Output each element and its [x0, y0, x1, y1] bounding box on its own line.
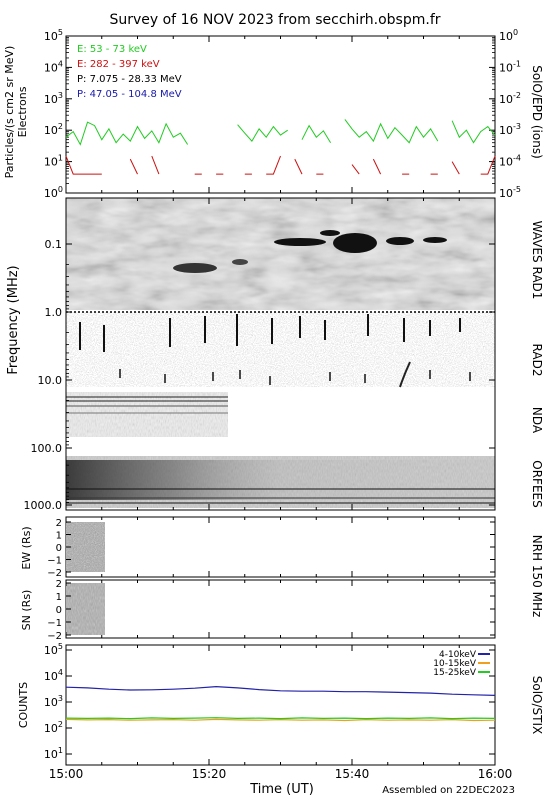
- time-axis-label: Time (UT): [249, 782, 314, 797]
- instrument-label-orfees: ORFEES: [530, 460, 544, 507]
- rad2-drift-burst: [399, 361, 411, 388]
- nrh-tick-label: 0: [56, 605, 62, 616]
- epd-ylabel-line1: Particles/(s cm2 sr MeV): [3, 46, 16, 179]
- rad1-burst: [173, 230, 447, 273]
- nrh-sn-texture: [66, 583, 105, 635]
- time-tick-label: 15:00: [49, 767, 84, 781]
- stix-series-line: [65, 685, 496, 696]
- epd-left-tick-label: 104: [44, 59, 63, 74]
- stix-legend-label: 10-15keV: [433, 659, 477, 669]
- epd-right-tick-label: 10-1: [499, 59, 521, 74]
- epd-legend-entry: P: 47.05 - 104.8 MeV: [77, 89, 182, 100]
- epd-right-tick-label: 10-4: [499, 154, 521, 169]
- rad1-texture: [66, 198, 495, 310]
- epd-left-tick-label: 102: [44, 122, 63, 137]
- epd-series: [65, 119, 496, 175]
- epd-right-ticks: 10-5 10-4 10-3 10-2 10-1 100: [489, 28, 521, 200]
- epd-series-line: [65, 155, 496, 175]
- nrh-tick-label: 1: [56, 531, 62, 542]
- nrh-tick-label: −2: [47, 568, 62, 579]
- epd-legend: E: 53 - 73 keV E: 282 - 397 keV P: 7.075 -…: [77, 44, 182, 100]
- nrh-tick-label: −1: [47, 556, 62, 567]
- radio-tick-label: 1.0: [45, 306, 63, 319]
- epd-frame: [65, 35, 496, 194]
- radio-freq-ticks: 0.1 1.0 10.0 100.0 1000.0: [24, 238, 495, 512]
- radio-tick-label: 100.0: [31, 442, 63, 455]
- nda-texture: [66, 392, 228, 437]
- epd-right-tick-label: 10-2: [499, 91, 521, 106]
- time-tick-label: 16:00: [478, 767, 513, 781]
- epd-series-line: [65, 119, 496, 146]
- epd-right-tick-label: 10-3: [499, 122, 521, 137]
- stix-series: [65, 685, 496, 722]
- epd-legend-entry: E: 282 - 397 keV: [77, 59, 160, 70]
- nrh-sn-label: SN (Rs): [20, 590, 33, 631]
- stix-legend-label: 4-10keV: [439, 650, 477, 660]
- nrh-right-label: NRH 150 MHz: [530, 535, 544, 618]
- nrh-tick-label: −1: [47, 618, 62, 629]
- stix-legend-label: 15-25keV: [433, 668, 477, 678]
- instrument-label-rad1: WAVES RAD1: [530, 221, 544, 300]
- epd-left-tick-label: 103: [44, 91, 63, 106]
- time-tick-label: 15:20: [192, 767, 227, 781]
- orfees-bands: [66, 488, 495, 504]
- stix-tick-label: 103: [44, 694, 63, 709]
- nrh-ew-label: EW (Rs): [20, 526, 33, 569]
- radio-tick-label: 10.0: [38, 374, 63, 387]
- instrument-label-nda: NDA: [530, 407, 544, 434]
- epd-left-tick-label: 101: [44, 154, 63, 169]
- stix-tick-label: 102: [44, 720, 63, 735]
- rad2-burst-lines: [79, 314, 471, 385]
- epd-left-tick-label: 100: [44, 185, 63, 200]
- nrh-ew-frame: [65, 516, 496, 578]
- chart-title: Survey of 16 NOV 2023 from secchirh.obsp…: [109, 12, 440, 28]
- nrh-tick-label: 2: [56, 518, 62, 529]
- instrument-label-rad2: RAD2: [530, 344, 544, 377]
- nrh-tick-label: 0: [56, 543, 62, 554]
- stix-series-line: [65, 718, 496, 722]
- stix-ylabel: COUNTS: [17, 682, 30, 728]
- epd-right-tick-label: 100: [499, 28, 518, 43]
- epd-left-tick-label: 105: [44, 28, 63, 43]
- nrh-tick-label: 2: [56, 579, 62, 590]
- epd-ylabel-line2: Electrons: [16, 86, 29, 137]
- orfees-darkening: [66, 460, 495, 500]
- radio-tick-label: 0.1: [45, 238, 63, 251]
- time-axis-ticks: 15:00 15:20 15:40 16:00: [49, 36, 513, 781]
- nda-bands: [66, 396, 228, 414]
- radio-ylabel: Frequency (MHz): [6, 265, 21, 374]
- stix-tick-label: 101: [44, 746, 63, 761]
- stix-tick-label: 105: [44, 642, 63, 657]
- epd-legend-entry: P: 7.075 - 28.33 MeV: [77, 74, 182, 85]
- nrh-sn-frame: [65, 579, 496, 639]
- stix-tick-label: 104: [44, 668, 63, 683]
- nrh-ew-texture: [66, 522, 105, 572]
- radio-panel: 0.1 1.0 10.0 100.0 1000.0 Frequency (MHz) WA…: [6, 197, 544, 512]
- stix-right-label: SolO/STIX: [530, 676, 544, 735]
- epd-left-ticks: 100 101 102 103 104 105: [44, 28, 72, 200]
- assembled-footer: Assembled on 22DEC2023: [382, 785, 515, 796]
- stix-ticks: 101 102 103 104 105: [44, 642, 495, 761]
- epd-right-label: SolO/EPD (ions): [530, 65, 544, 159]
- nrh-tick-label: 1: [56, 592, 62, 603]
- time-tick-label: 15:40: [335, 767, 370, 781]
- nrh-tick-label: −2: [47, 631, 62, 642]
- rad2-texture: [66, 312, 495, 387]
- epd-right-tick-label: 10-5: [499, 185, 521, 200]
- stix-series-line: [65, 717, 496, 720]
- radio-tick-label: 1000.0: [24, 499, 63, 512]
- epd-legend-entry: E: 53 - 73 keV: [77, 44, 147, 55]
- stix-frame: [65, 644, 496, 766]
